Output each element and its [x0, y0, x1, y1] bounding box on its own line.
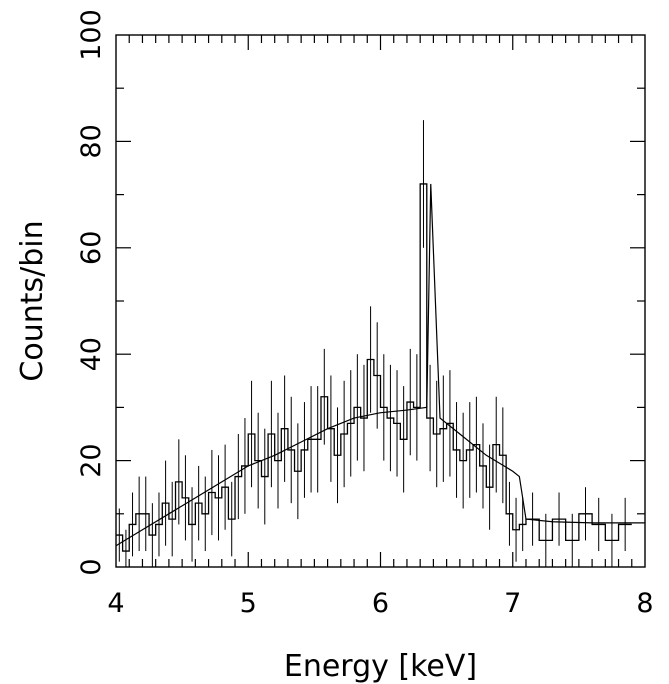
- error-bars: [118, 120, 626, 567]
- y-tick-label: 40: [76, 337, 107, 371]
- axis-ticks: [116, 35, 645, 567]
- x-tick-label: 8: [636, 588, 653, 619]
- x-tick-label: 4: [107, 588, 124, 619]
- x-axis-label: Energy [keV]: [284, 649, 477, 684]
- plot-frame: [115, 34, 646, 568]
- y-tick-label: 80: [76, 124, 107, 158]
- y-tick-label: 100: [76, 9, 107, 61]
- y-axis-label: Counts/bin: [15, 220, 50, 381]
- y-tick-label: 20: [76, 443, 107, 477]
- data-histogram: [116, 183, 632, 552]
- y-tick-label: 0: [76, 558, 107, 575]
- x-tick-label: 6: [372, 588, 389, 619]
- y-tick-label: 60: [76, 231, 107, 265]
- x-tick-label: 5: [240, 588, 257, 619]
- x-tick-label: 7: [504, 588, 521, 619]
- model-curve: [115, 183, 645, 547]
